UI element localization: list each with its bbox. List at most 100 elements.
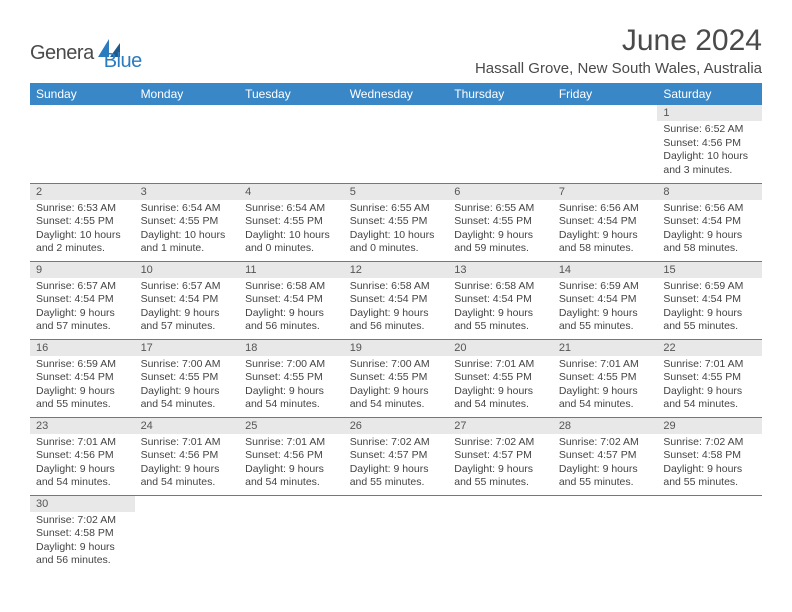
location-subtitle: Hassall Grove, New South Wales, Australi… <box>475 60 762 77</box>
daylight-text: Daylight: 9 hours and 54 minutes. <box>245 385 338 412</box>
title-block: June 2024 Hassall Grove, New South Wales… <box>475 24 762 77</box>
sunrise-text: Sunrise: 7:01 AM <box>141 436 234 450</box>
sunrise-text: Sunrise: 6:55 AM <box>454 202 547 216</box>
day-number: 14 <box>553 262 658 278</box>
day-header: Saturday <box>657 83 762 105</box>
sunset-text: Sunset: 4:55 PM <box>454 215 547 229</box>
daylight-text: Daylight: 9 hours and 54 minutes. <box>245 463 338 490</box>
daylight-text: Daylight: 9 hours and 55 minutes. <box>36 385 129 412</box>
day-number: 27 <box>448 418 553 434</box>
daylight-text: Daylight: 9 hours and 54 minutes. <box>141 463 234 490</box>
sunset-text: Sunset: 4:55 PM <box>559 371 652 385</box>
sunrise-text: Sunrise: 7:01 AM <box>36 436 129 450</box>
sunrise-text: Sunrise: 6:53 AM <box>36 202 129 216</box>
sunset-text: Sunset: 4:56 PM <box>141 449 234 463</box>
logo-text-part2: Blue <box>104 50 142 73</box>
calendar-cell: 2Sunrise: 6:53 AMSunset: 4:55 PMDaylight… <box>30 183 135 261</box>
day-number: 25 <box>239 418 344 434</box>
sunset-text: Sunset: 4:55 PM <box>350 215 443 229</box>
calendar-cell <box>553 495 658 573</box>
calendar-cell: 29Sunrise: 7:02 AMSunset: 4:58 PMDayligh… <box>657 417 762 495</box>
day-header-row: Sunday Monday Tuesday Wednesday Thursday… <box>30 83 762 105</box>
sunset-text: Sunset: 4:54 PM <box>141 293 234 307</box>
daylight-text: Daylight: 9 hours and 55 minutes. <box>663 463 756 490</box>
daylight-text: Daylight: 9 hours and 57 minutes. <box>141 307 234 334</box>
calendar-cell: 27Sunrise: 7:02 AMSunset: 4:57 PMDayligh… <box>448 417 553 495</box>
day-number: 8 <box>657 184 762 200</box>
day-number: 3 <box>135 184 240 200</box>
day-info: Sunrise: 7:02 AMSunset: 4:57 PMDaylight:… <box>344 434 449 495</box>
calendar-week-row: 9Sunrise: 6:57 AMSunset: 4:54 PMDaylight… <box>30 261 762 339</box>
daylight-text: Daylight: 10 hours and 2 minutes. <box>36 229 129 256</box>
month-title: June 2024 <box>475 24 762 58</box>
calendar-cell: 21Sunrise: 7:01 AMSunset: 4:55 PMDayligh… <box>553 339 658 417</box>
calendar-cell: 15Sunrise: 6:59 AMSunset: 4:54 PMDayligh… <box>657 261 762 339</box>
sunrise-text: Sunrise: 6:54 AM <box>141 202 234 216</box>
day-info: Sunrise: 6:59 AMSunset: 4:54 PMDaylight:… <box>553 278 658 339</box>
calendar-cell: 8Sunrise: 6:56 AMSunset: 4:54 PMDaylight… <box>657 183 762 261</box>
calendar-cell: 5Sunrise: 6:55 AMSunset: 4:55 PMDaylight… <box>344 183 449 261</box>
calendar-cell: 9Sunrise: 6:57 AMSunset: 4:54 PMDaylight… <box>30 261 135 339</box>
day-info: Sunrise: 6:53 AMSunset: 4:55 PMDaylight:… <box>30 200 135 261</box>
calendar-cell: 24Sunrise: 7:01 AMSunset: 4:56 PMDayligh… <box>135 417 240 495</box>
calendar-cell: 10Sunrise: 6:57 AMSunset: 4:54 PMDayligh… <box>135 261 240 339</box>
sunrise-text: Sunrise: 7:02 AM <box>663 436 756 450</box>
daylight-text: Daylight: 9 hours and 55 minutes. <box>454 463 547 490</box>
day-info: Sunrise: 6:55 AMSunset: 4:55 PMDaylight:… <box>344 200 449 261</box>
sunrise-text: Sunrise: 6:59 AM <box>663 280 756 294</box>
sunset-text: Sunset: 4:55 PM <box>245 371 338 385</box>
day-info: Sunrise: 7:01 AMSunset: 4:56 PMDaylight:… <box>30 434 135 495</box>
sunset-text: Sunset: 4:54 PM <box>36 293 129 307</box>
day-info: Sunrise: 7:02 AMSunset: 4:58 PMDaylight:… <box>30 512 135 573</box>
calendar-cell: 14Sunrise: 6:59 AMSunset: 4:54 PMDayligh… <box>553 261 658 339</box>
day-info: Sunrise: 6:59 AMSunset: 4:54 PMDaylight:… <box>30 356 135 417</box>
sunset-text: Sunset: 4:55 PM <box>245 215 338 229</box>
day-number: 17 <box>135 340 240 356</box>
day-number: 6 <box>448 184 553 200</box>
day-number: 18 <box>239 340 344 356</box>
sunrise-text: Sunrise: 6:56 AM <box>663 202 756 216</box>
day-number: 30 <box>30 496 135 512</box>
calendar-week-row: 30Sunrise: 7:02 AMSunset: 4:58 PMDayligh… <box>30 495 762 573</box>
calendar-cell <box>448 495 553 573</box>
daylight-text: Daylight: 9 hours and 57 minutes. <box>36 307 129 334</box>
sunrise-text: Sunrise: 7:00 AM <box>245 358 338 372</box>
daylight-text: Daylight: 9 hours and 55 minutes. <box>454 307 547 334</box>
logo-text-part1: Genera <box>30 42 94 65</box>
calendar-cell <box>657 495 762 573</box>
calendar-cell: 28Sunrise: 7:02 AMSunset: 4:57 PMDayligh… <box>553 417 658 495</box>
calendar-cell: 16Sunrise: 6:59 AMSunset: 4:54 PMDayligh… <box>30 339 135 417</box>
sunset-text: Sunset: 4:55 PM <box>141 371 234 385</box>
day-info: Sunrise: 6:57 AMSunset: 4:54 PMDaylight:… <box>135 278 240 339</box>
day-info: Sunrise: 7:00 AMSunset: 4:55 PMDaylight:… <box>135 356 240 417</box>
sunrise-text: Sunrise: 6:54 AM <box>245 202 338 216</box>
day-info: Sunrise: 6:58 AMSunset: 4:54 PMDaylight:… <box>344 278 449 339</box>
day-number: 16 <box>30 340 135 356</box>
day-info: Sunrise: 6:58 AMSunset: 4:54 PMDaylight:… <box>448 278 553 339</box>
day-number: 7 <box>553 184 658 200</box>
day-info: Sunrise: 7:00 AMSunset: 4:55 PMDaylight:… <box>239 356 344 417</box>
day-number: 2 <box>30 184 135 200</box>
calendar-cell: 25Sunrise: 7:01 AMSunset: 4:56 PMDayligh… <box>239 417 344 495</box>
calendar-table: Sunday Monday Tuesday Wednesday Thursday… <box>30 83 762 573</box>
calendar-week-row: 16Sunrise: 6:59 AMSunset: 4:54 PMDayligh… <box>30 339 762 417</box>
sunset-text: Sunset: 4:55 PM <box>663 371 756 385</box>
day-info: Sunrise: 7:02 AMSunset: 4:58 PMDaylight:… <box>657 434 762 495</box>
day-info: Sunrise: 7:01 AMSunset: 4:55 PMDaylight:… <box>553 356 658 417</box>
sunrise-text: Sunrise: 6:58 AM <box>245 280 338 294</box>
sunset-text: Sunset: 4:54 PM <box>663 215 756 229</box>
sunrise-text: Sunrise: 6:58 AM <box>350 280 443 294</box>
day-info: Sunrise: 7:01 AMSunset: 4:56 PMDaylight:… <box>135 434 240 495</box>
day-info: Sunrise: 6:54 AMSunset: 4:55 PMDaylight:… <box>239 200 344 261</box>
sunset-text: Sunset: 4:55 PM <box>454 371 547 385</box>
brand-logo: Genera Blue <box>30 34 142 73</box>
sunrise-text: Sunrise: 7:02 AM <box>559 436 652 450</box>
day-info: Sunrise: 6:56 AMSunset: 4:54 PMDaylight:… <box>553 200 658 261</box>
calendar-cell: 17Sunrise: 7:00 AMSunset: 4:55 PMDayligh… <box>135 339 240 417</box>
day-number: 13 <box>448 262 553 278</box>
day-number: 5 <box>344 184 449 200</box>
day-header: Tuesday <box>239 83 344 105</box>
calendar-cell: 1Sunrise: 6:52 AMSunset: 4:56 PMDaylight… <box>657 105 762 183</box>
day-info: Sunrise: 6:56 AMSunset: 4:54 PMDaylight:… <box>657 200 762 261</box>
sunrise-text: Sunrise: 7:00 AM <box>350 358 443 372</box>
